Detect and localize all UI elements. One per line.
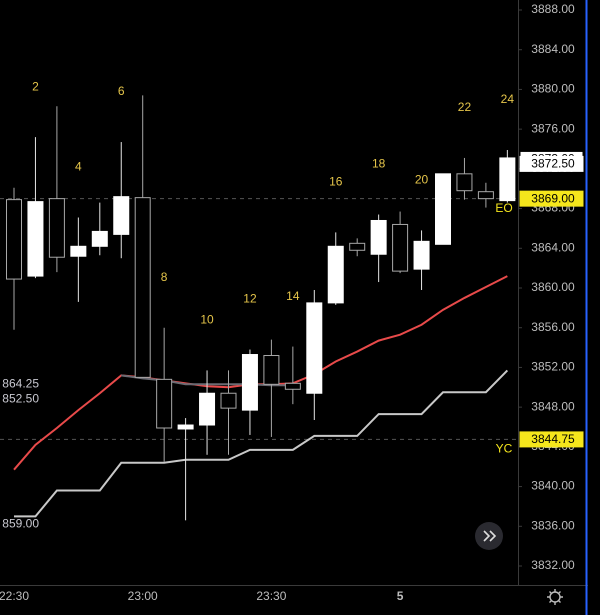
- y-tick-label: 3848.00: [531, 399, 575, 413]
- candle-body: [477, 191, 494, 200]
- candle-body: [327, 245, 344, 304]
- price-tag-label: 3872.50: [531, 157, 575, 171]
- candle-body: [220, 392, 237, 409]
- side-label: 864.25: [2, 376, 39, 390]
- candle-label: 24: [501, 92, 515, 106]
- candle-label: 22: [458, 100, 472, 114]
- candle-body: [177, 424, 194, 430]
- candle-body: [392, 223, 409, 272]
- candle-label: 6: [118, 84, 125, 98]
- candle-body: [199, 392, 216, 426]
- candle-body: [70, 245, 87, 257]
- scroll-icon[interactable]: [483, 530, 497, 542]
- candle-body: [306, 302, 323, 394]
- y-tick-label: 3840.00: [531, 479, 575, 493]
- candle-body: [263, 355, 280, 385]
- candle-body: [91, 230, 108, 247]
- x-tick-label: 5: [397, 589, 404, 603]
- candle-body: [284, 382, 301, 390]
- y-tick-label: 3884.00: [531, 42, 575, 56]
- price-line-label: EO: [495, 201, 512, 215]
- candle-label: 18: [372, 157, 386, 171]
- candle-body: [134, 197, 151, 378]
- x-tick-label: 23:00: [128, 589, 158, 603]
- candle-body: [27, 201, 44, 277]
- candle-body: [370, 219, 387, 255]
- candle-label: 8: [161, 270, 168, 284]
- candle-body: [499, 157, 516, 202]
- settings-icon-rays[interactable]: [547, 589, 563, 605]
- candle-body: [6, 199, 22, 280]
- candle-body: [349, 242, 366, 251]
- scroll-button[interactable]: [475, 522, 503, 550]
- candle-body: [241, 354, 258, 411]
- price-tag-label: 3844.75: [531, 432, 575, 446]
- candle-label: 2: [32, 79, 39, 93]
- candle-body: [156, 378, 173, 429]
- candle-body: [435, 173, 451, 245]
- y-tick-label: 3864.00: [531, 240, 575, 254]
- candle-label: 14: [286, 289, 300, 303]
- candle-body: [48, 198, 65, 258]
- side-label: 859.00: [2, 516, 39, 530]
- candle-label: 12: [243, 292, 257, 306]
- y-tick-label: 3832.00: [531, 558, 575, 572]
- price-tag: [519, 431, 584, 448]
- price-tag-label: 3869.00: [531, 191, 575, 205]
- x-tick-label: 22:30: [0, 589, 29, 603]
- candle-body: [413, 240, 430, 270]
- y-tick-label: 3880.00: [531, 82, 575, 96]
- candle-body: [113, 196, 130, 235]
- candle-label: 10: [200, 313, 214, 327]
- price-tag: [519, 190, 584, 207]
- y-tick-label: 3836.00: [531, 518, 575, 532]
- settings-button[interactable]: [547, 589, 563, 605]
- candle-label: 4: [75, 160, 82, 174]
- side-label: 852.50: [2, 391, 39, 405]
- line-series: [14, 369, 509, 518]
- price-line-label: YC: [496, 442, 513, 456]
- y-tick-label: 3852.00: [531, 360, 575, 374]
- price-tag: [519, 155, 584, 172]
- candle-label: 20: [415, 173, 429, 187]
- y-tick-label: 3888.00: [531, 2, 575, 16]
- y-tick-label: 3876.00: [531, 121, 575, 135]
- candle-label: 16: [329, 175, 343, 189]
- x-tick-label: 23:30: [256, 589, 286, 603]
- y-tick-label: 3860.00: [531, 280, 575, 294]
- candle-body: [456, 173, 473, 192]
- y-tick-label: 3856.00: [531, 320, 575, 334]
